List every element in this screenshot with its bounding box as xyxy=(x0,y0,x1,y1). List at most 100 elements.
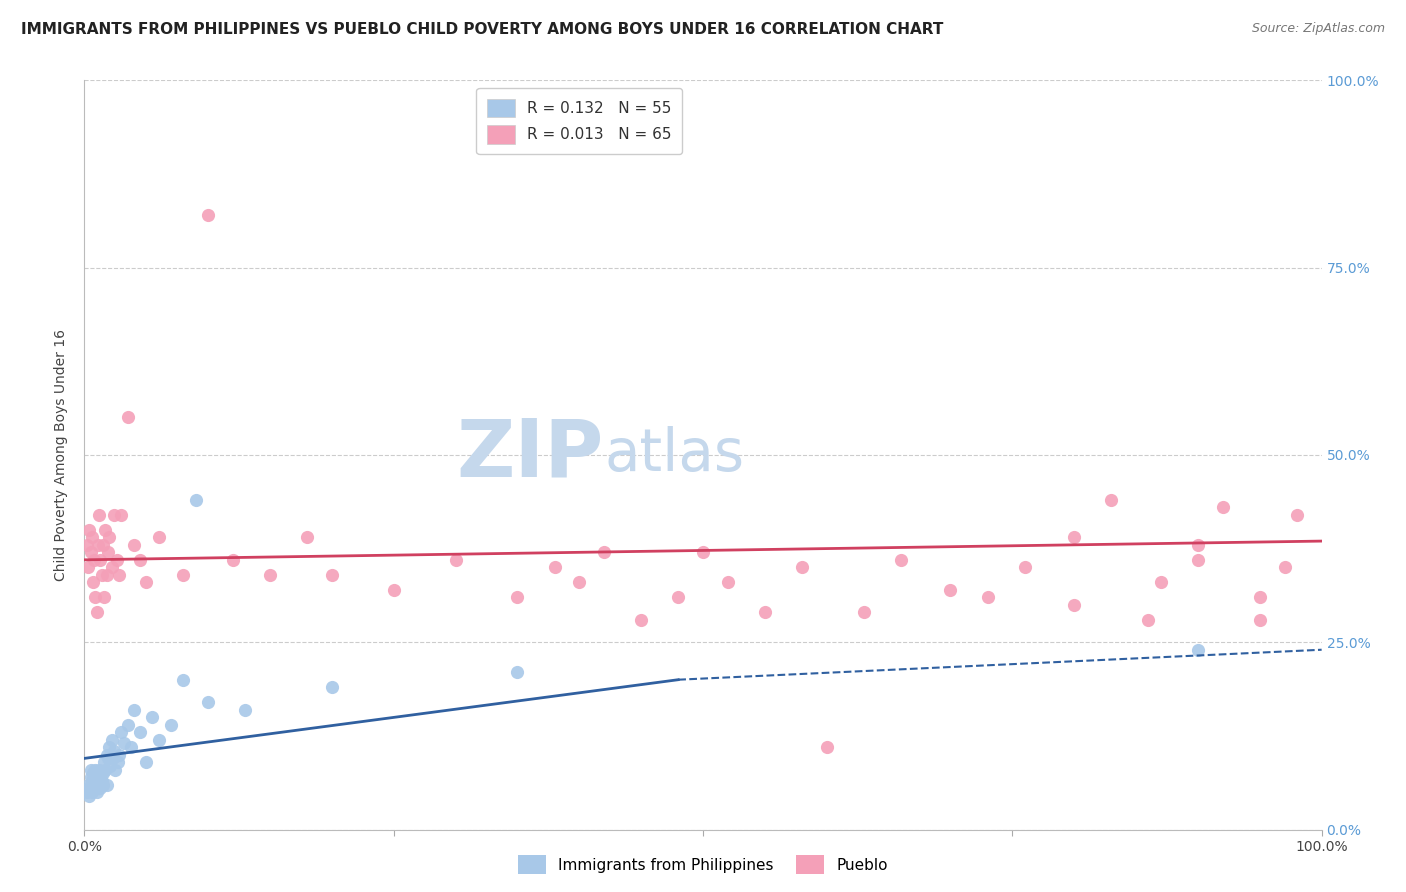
Point xyxy=(122,538,145,552)
Point xyxy=(120,740,142,755)
Point xyxy=(79,789,101,803)
Point xyxy=(84,778,107,792)
Point xyxy=(692,545,714,559)
Point xyxy=(93,755,115,769)
Point xyxy=(197,208,219,222)
Point xyxy=(100,732,122,747)
Point xyxy=(1014,560,1036,574)
Point xyxy=(666,591,689,605)
Point xyxy=(103,508,125,522)
Point xyxy=(129,725,152,739)
Point xyxy=(148,530,170,544)
Point xyxy=(321,567,343,582)
Point xyxy=(295,530,318,544)
Point xyxy=(77,560,100,574)
Point xyxy=(91,778,114,792)
Point xyxy=(104,763,127,777)
Point xyxy=(1187,538,1209,552)
Point xyxy=(1285,508,1308,522)
Point xyxy=(117,717,139,731)
Y-axis label: Child Poverty Among Boys Under 16: Child Poverty Among Boys Under 16 xyxy=(55,329,69,581)
Text: IMMIGRANTS FROM PHILIPPINES VS PUEBLO CHILD POVERTY AMONG BOYS UNDER 16 CORRELAT: IMMIGRANTS FROM PHILIPPINES VS PUEBLO CH… xyxy=(21,22,943,37)
Point xyxy=(76,538,98,552)
Point xyxy=(630,613,652,627)
Point xyxy=(103,744,125,758)
Point xyxy=(222,553,245,567)
Point xyxy=(259,567,281,582)
Point xyxy=(506,665,529,680)
Point xyxy=(87,781,110,796)
Point xyxy=(84,591,107,605)
Point xyxy=(1063,530,1085,544)
Point xyxy=(94,523,117,537)
Point xyxy=(94,763,117,777)
Point xyxy=(717,575,740,590)
Point xyxy=(83,781,105,796)
Point xyxy=(83,553,105,567)
Point xyxy=(89,781,111,796)
Point xyxy=(506,591,529,605)
Point xyxy=(87,770,110,784)
Point xyxy=(122,703,145,717)
Legend: Immigrants from Philippines, Pueblo: Immigrants from Philippines, Pueblo xyxy=(512,849,894,880)
Point xyxy=(86,773,108,788)
Point xyxy=(83,770,105,784)
Point xyxy=(79,770,101,784)
Point xyxy=(321,680,343,694)
Point xyxy=(976,591,998,605)
Point xyxy=(1063,598,1085,612)
Point xyxy=(1249,613,1271,627)
Point xyxy=(382,582,405,597)
Point xyxy=(108,747,131,762)
Point xyxy=(172,673,194,687)
Point xyxy=(160,717,183,731)
Point xyxy=(444,553,467,567)
Point xyxy=(939,582,962,597)
Point xyxy=(105,553,128,567)
Point xyxy=(135,575,157,590)
Point xyxy=(1150,575,1173,590)
Point xyxy=(790,560,813,574)
Point xyxy=(80,773,103,788)
Point xyxy=(90,773,112,788)
Point xyxy=(543,560,565,574)
Point xyxy=(98,740,121,755)
Point xyxy=(172,567,194,582)
Point xyxy=(110,725,132,739)
Point xyxy=(1099,492,1122,507)
Point xyxy=(148,732,170,747)
Point xyxy=(1274,560,1296,574)
Point xyxy=(754,605,776,619)
Point xyxy=(96,778,118,792)
Point xyxy=(852,605,875,619)
Point xyxy=(815,740,838,755)
Point xyxy=(96,567,118,582)
Point xyxy=(82,766,104,780)
Point xyxy=(1249,591,1271,605)
Point xyxy=(135,755,157,769)
Point xyxy=(96,747,118,762)
Text: ZIP: ZIP xyxy=(457,416,605,494)
Point xyxy=(1137,613,1160,627)
Point xyxy=(89,770,111,784)
Point xyxy=(97,751,120,765)
Point xyxy=(101,751,124,765)
Point xyxy=(79,545,101,559)
Legend: R = 0.132   N = 55, R = 0.013   N = 65: R = 0.132 N = 55, R = 0.013 N = 65 xyxy=(477,88,682,154)
Point xyxy=(89,508,111,522)
Point xyxy=(89,778,111,792)
Point xyxy=(108,567,131,582)
Point xyxy=(91,538,114,552)
Point xyxy=(79,523,101,537)
Point xyxy=(84,763,107,777)
Point xyxy=(107,755,129,769)
Text: Source: ZipAtlas.com: Source: ZipAtlas.com xyxy=(1251,22,1385,36)
Point xyxy=(89,763,111,777)
Point xyxy=(98,530,121,544)
Point xyxy=(100,560,122,574)
Text: atlas: atlas xyxy=(605,426,744,483)
Point xyxy=(90,567,112,582)
Point xyxy=(117,410,139,425)
Point xyxy=(233,703,256,717)
Point xyxy=(593,545,616,559)
